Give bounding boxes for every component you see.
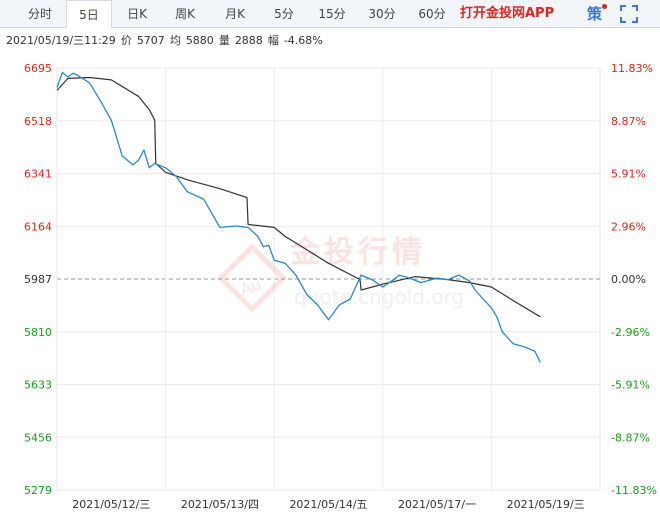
y-right-tick-label: -2.96% [611, 326, 650, 339]
notification-dot [602, 4, 607, 9]
watermark-text: 金投行情 [289, 235, 426, 270]
tab-5day[interactable]: 5日 [66, 0, 112, 29]
price-label: 价 [120, 34, 132, 47]
y-left-tick-label: 5633 [24, 379, 52, 392]
y-right-tick-label: -11.83% [611, 484, 657, 497]
open-app-link[interactable]: 打开金投网APP [460, 6, 555, 21]
tab-5min[interactable]: 5分 [274, 7, 294, 21]
y-left-tick-label: 6518 [24, 115, 52, 128]
volume-label: 量 [218, 34, 230, 47]
strategy-button[interactable]: 策 [587, 5, 603, 23]
y-right-tick-label: -5.91% [611, 379, 650, 392]
y-right-tick-label: 11.83% [611, 62, 653, 75]
tab-15min[interactable]: 15分 [318, 7, 346, 21]
price-line [56, 71, 541, 363]
y-left-tick-label: 6164 [24, 220, 52, 233]
y-left-tick-label: 5810 [24, 326, 52, 339]
tab-week-k[interactable]: 周K [175, 7, 195, 21]
y-left-tick-label: 5987 [24, 273, 52, 286]
y-right-tick-label: -8.87% [611, 431, 650, 444]
y-right-tick-label: 5.91% [611, 168, 646, 181]
fullscreen-icon[interactable] [619, 4, 639, 24]
avg-value: 5880 [185, 34, 214, 47]
avg-label: 均 [169, 34, 181, 47]
tab-fenshi[interactable]: 分时 [27, 7, 52, 21]
period-tab-bar: 分时 5日 日K 周K 月K 5分 15分 30分 60分 打开金投网APP 策 [0, 0, 660, 29]
tab-30min[interactable]: 30分 [368, 7, 396, 21]
y-left-tick-label: 5279 [24, 484, 52, 497]
x-date-label: 2021/05/19/三 [507, 498, 585, 511]
y-left-tick-label: 6341 [24, 168, 52, 181]
y-right-tick-label: 2.96% [611, 220, 646, 233]
watermark-url: quote.cngold.org [294, 285, 464, 309]
change-value: -4.68% [283, 34, 323, 47]
x-date-label: 2021/05/12/三 [72, 498, 150, 511]
x-date-label: 2021/05/17/一 [398, 498, 476, 511]
chart-grid [56, 67, 601, 491]
change-label: 幅 [267, 34, 279, 47]
x-date-label: 2021/05/14/五 [289, 498, 367, 511]
quote-datetime: 2021/05/19/三11:29 [6, 34, 116, 47]
y-left-tick-label: 5456 [24, 431, 52, 444]
tab-60min[interactable]: 60分 [418, 7, 446, 21]
x-date-label: 2021/05/13/四 [181, 498, 259, 511]
y-right-tick-label: 0.00% [611, 273, 646, 286]
volume-value: 2888 [234, 34, 263, 47]
tab-month-k[interactable]: 月K [225, 7, 245, 21]
y-right-tick-label: 8.87% [611, 115, 646, 128]
quote-info-bar: 2021/05/19/三11:29 价 5707 均 5880 量 2888 幅 -4.68% [6, 33, 328, 49]
price-value: 5707 [136, 34, 165, 47]
watermark: Au 金投行情 quote.cngold.org [217, 235, 464, 313]
y-left-tick-label: 6695 [24, 62, 52, 75]
tab-day-k[interactable]: 日K [127, 7, 147, 21]
plot-frame [56, 67, 601, 491]
